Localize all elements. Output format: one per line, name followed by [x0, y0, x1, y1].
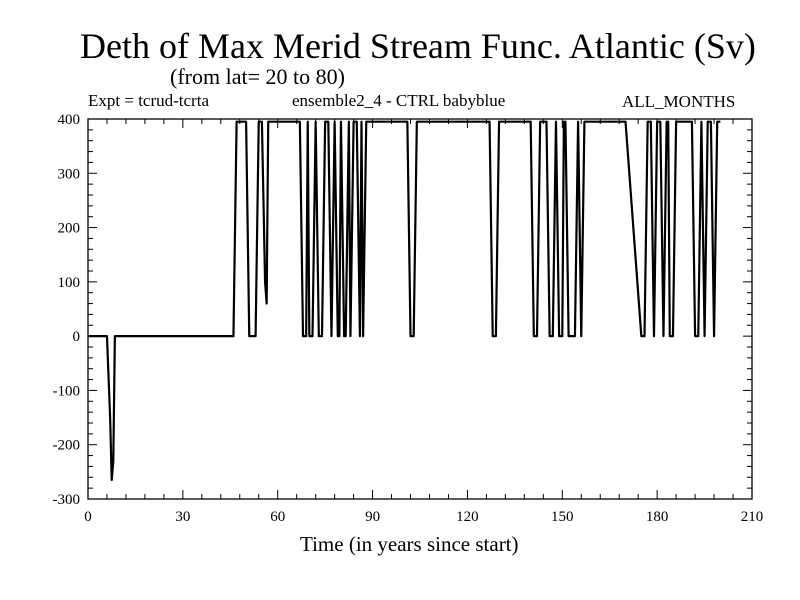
x-tick-label: 180 — [646, 509, 669, 525]
y-tick-label: -300 — [53, 492, 81, 508]
experiment-label: Expt = tcrud-tcrta — [88, 91, 209, 110]
y-tick-label: -200 — [53, 438, 81, 454]
y-tick-label: 0 — [73, 329, 81, 345]
x-tick-label: 210 — [741, 509, 764, 525]
x-tick-label: 90 — [365, 509, 380, 525]
y-tick-label: 100 — [58, 275, 81, 291]
y-tick-label: -100 — [53, 383, 81, 399]
chart-title: Deth of Max Merid Stream Func. Atlantic … — [80, 26, 756, 66]
months-label: ALL_MONTHS — [622, 92, 736, 111]
series-layer — [88, 120, 721, 482]
plot-frame — [87, 118, 753, 500]
x-tick-label: 120 — [456, 509, 479, 525]
chart-subtitle: (from lat= 20 to 80) — [170, 64, 345, 89]
x-tick-label: 30 — [175, 509, 190, 525]
x-axis-label: Time (in years since start) — [300, 532, 519, 556]
ensemble-label: ensemble2_4 - CTRL babyblue — [292, 91, 506, 110]
y-tick-label: 400 — [58, 112, 81, 128]
series-line — [88, 120, 721, 482]
tick-labels: 0 30 60 90 120 150 180 210 400 300 200 100 0 -100 -200… — [53, 112, 764, 525]
y-tick-label: 200 — [58, 221, 81, 237]
x-tick-label: 0 — [84, 509, 92, 525]
x-tick-label: 150 — [551, 509, 574, 525]
axes — [87, 118, 753, 500]
x-tick-label: 60 — [270, 509, 285, 525]
y-tick-label: 300 — [58, 166, 81, 182]
